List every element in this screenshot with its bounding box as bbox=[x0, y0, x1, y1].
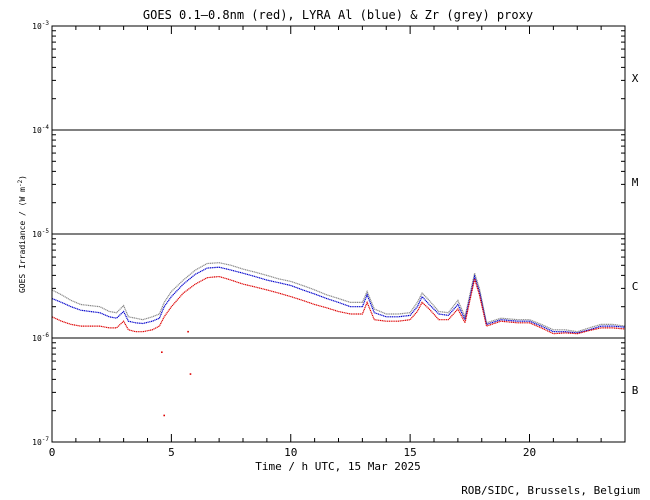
y-axis-ticks: 10-3 10-4 10-5 10-6 10-7 bbox=[32, 20, 625, 447]
flare-class-label-B: B bbox=[632, 384, 639, 397]
chart-title: GOES 0.1—0.8nm (red), LYRA Al (blue) & Z… bbox=[143, 8, 533, 22]
credit-label: ROB/SIDC, Brussels, Belgium bbox=[461, 484, 640, 497]
x-tick-label-2: 10 bbox=[284, 446, 297, 459]
y-axis-label-main: GOES Irradiance / (W m bbox=[18, 187, 27, 293]
flare-class-label-C: C bbox=[632, 280, 639, 293]
class-threshold-lines bbox=[52, 129, 625, 339]
x-axis-ticks: 0 5 10 15 20 bbox=[49, 26, 602, 459]
outlier-points bbox=[161, 330, 192, 417]
series-layer bbox=[51, 262, 626, 335]
y-tick-label-1: 10-4 bbox=[32, 124, 49, 135]
outlier-point-1 bbox=[163, 414, 166, 417]
x-axis-label: Time / h UTC, 15 Mar 2025 bbox=[255, 460, 421, 473]
y-tick-label-2: 10-5 bbox=[32, 228, 49, 239]
y-axis-label-exponent: -2 bbox=[17, 179, 24, 187]
y-tick-label-4: 10-7 bbox=[32, 436, 49, 447]
y-axis-label-close: ) bbox=[18, 175, 27, 180]
outlier-point-2 bbox=[189, 373, 192, 375]
x-tick-label-1: 5 bbox=[168, 446, 175, 459]
y-tick-label-3: 10-6 bbox=[32, 332, 49, 343]
flare-class-labels: X M C B bbox=[632, 72, 639, 397]
x-tick-label-4: 20 bbox=[523, 446, 536, 459]
outlier-point-0 bbox=[161, 351, 163, 354]
series-line-1 bbox=[51, 266, 626, 334]
series-line-0 bbox=[51, 262, 626, 333]
x-tick-label-0: 0 bbox=[49, 446, 56, 459]
flare-class-label-M: M bbox=[632, 176, 639, 189]
flare-class-label-X: X bbox=[632, 72, 639, 85]
y-tick-label-0: 10-3 bbox=[32, 20, 49, 31]
x-tick-label-3: 15 bbox=[404, 446, 417, 459]
outlier-point-3 bbox=[187, 330, 189, 333]
series-line-2 bbox=[51, 275, 626, 335]
y-axis-label: GOES Irradiance / (W m-2) bbox=[17, 175, 27, 293]
